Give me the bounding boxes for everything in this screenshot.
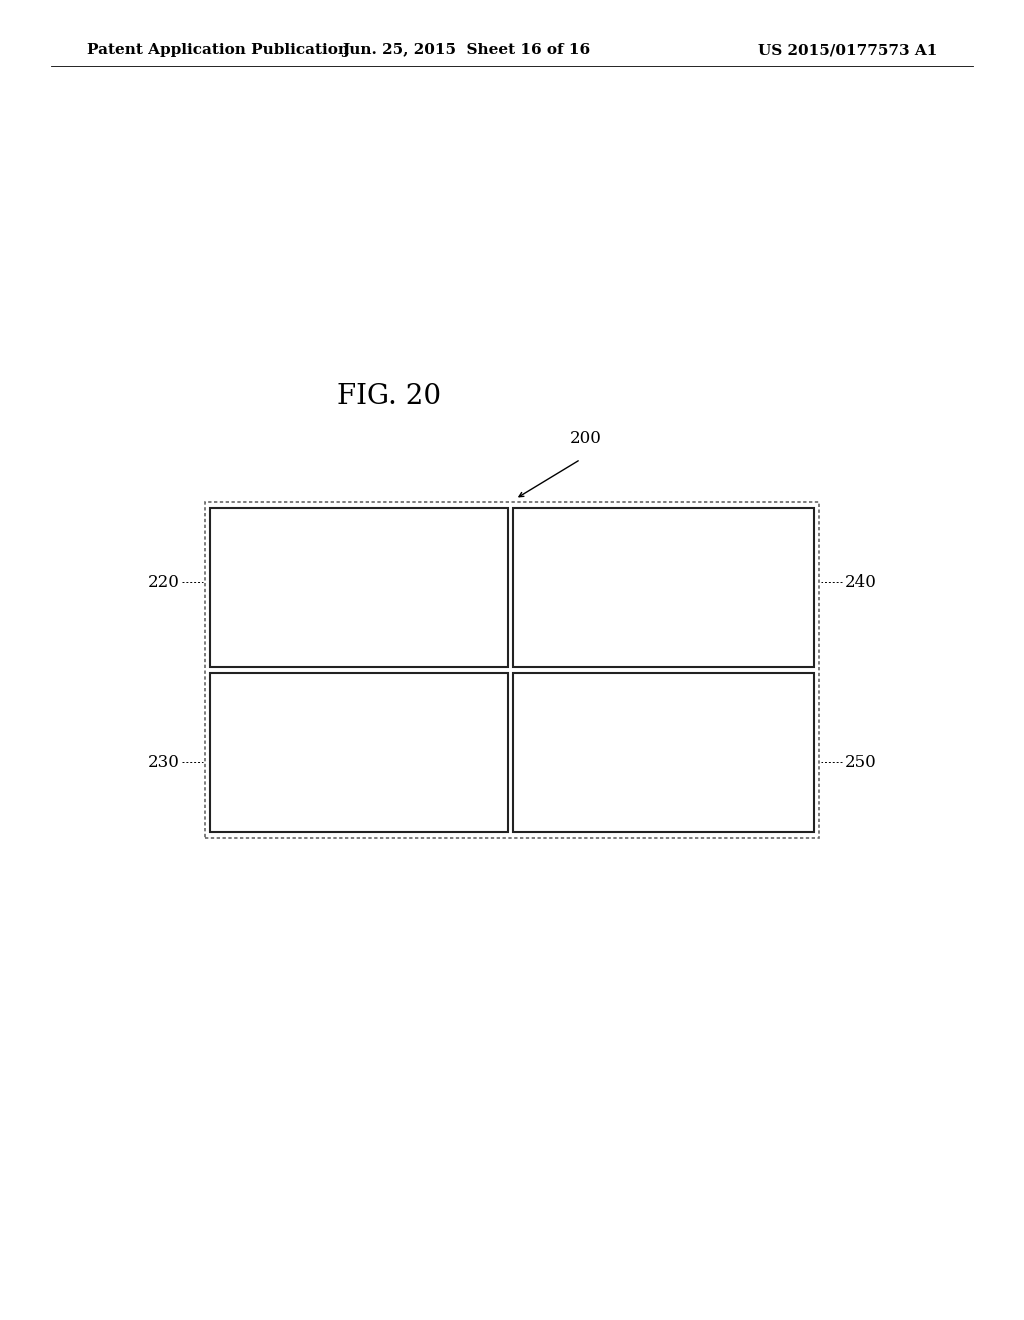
Text: Jun. 25, 2015  Sheet 16 of 16: Jun. 25, 2015 Sheet 16 of 16: [342, 44, 590, 57]
Text: Patent Application Publication: Patent Application Publication: [87, 44, 349, 57]
Bar: [210, 673, 508, 832]
Text: US 2015/0177573 A1: US 2015/0177573 A1: [758, 44, 937, 57]
Text: 220: 220: [147, 574, 179, 591]
Bar: [210, 508, 508, 667]
Text: 200: 200: [569, 430, 602, 446]
Bar: [513, 673, 814, 832]
Text: 230: 230: [147, 754, 179, 771]
Bar: [205, 502, 819, 838]
Text: 240: 240: [845, 574, 877, 591]
Text: FIG. 20: FIG. 20: [337, 383, 441, 409]
Text: 250: 250: [845, 754, 877, 771]
Bar: [513, 508, 814, 667]
